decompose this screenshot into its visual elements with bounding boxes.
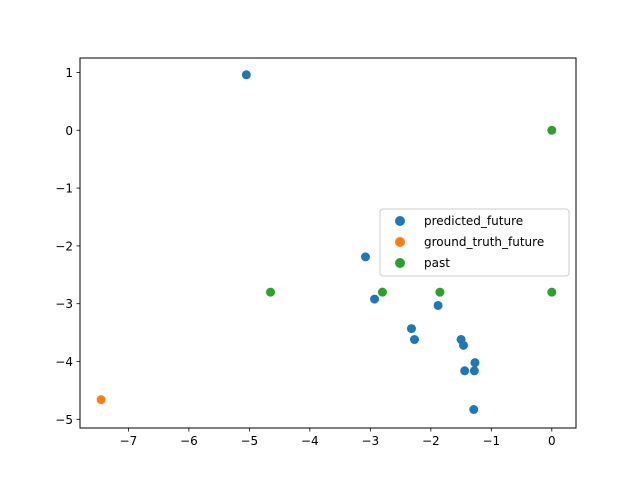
y-tick-label: 0	[65, 124, 73, 138]
y-tick-label: −1	[55, 182, 73, 196]
point-predicted-future	[460, 366, 470, 376]
x-tick-label: −1	[482, 434, 500, 448]
point-predicted-future	[469, 405, 479, 414]
y-tick-label: −4	[55, 355, 73, 369]
legend-box	[379, 208, 570, 277]
data-points	[96, 70, 557, 414]
legend-label-past: past	[424, 256, 450, 270]
point-predicted-future	[241, 70, 251, 80]
point-ground-truth-future	[96, 395, 106, 405]
point-predicted-future	[406, 324, 416, 334]
legend-marker-past	[395, 258, 405, 268]
point-predicted-future	[458, 340, 468, 350]
point-predicted-future	[469, 366, 479, 376]
x-tick-label: −2	[422, 434, 440, 448]
x-tick-label: 0	[548, 434, 556, 448]
legend-label-ground-truth-future: ground_truth_future	[424, 235, 544, 249]
point-predicted-future	[370, 294, 380, 304]
point-past	[435, 287, 445, 297]
legend-label-predicted-future: predicted_future	[424, 214, 523, 228]
point-predicted-future	[433, 300, 443, 310]
legend: predicted_future ground_truth_future pas…	[379, 208, 570, 277]
y-tick-label: −2	[55, 239, 73, 253]
point-predicted-future	[361, 252, 371, 262]
point-past	[547, 287, 557, 297]
x-tick-label: −3	[361, 434, 379, 448]
point-past	[547, 125, 557, 135]
point-past	[266, 287, 276, 297]
y-tick-label: −5	[55, 413, 73, 427]
x-tick-label: −5	[241, 434, 259, 448]
axes-frame	[79, 57, 577, 429]
x-tick-label: −4	[301, 434, 319, 448]
point-predicted-future	[409, 335, 419, 345]
legend-marker-predicted-future	[395, 216, 405, 226]
x-tick-label: −6	[180, 434, 198, 448]
y-tick-label: −3	[55, 297, 73, 311]
y-tick-label: 1	[65, 66, 73, 80]
legend-marker-ground-truth-future	[395, 237, 405, 247]
point-past	[377, 287, 387, 297]
point-predicted-future	[470, 358, 480, 368]
ticks: −7 −6 −5 −4 −3 −2 −1 0 1 0 −1 −2 −3 −4 −5	[55, 66, 555, 448]
x-tick-label: −7	[120, 434, 138, 448]
